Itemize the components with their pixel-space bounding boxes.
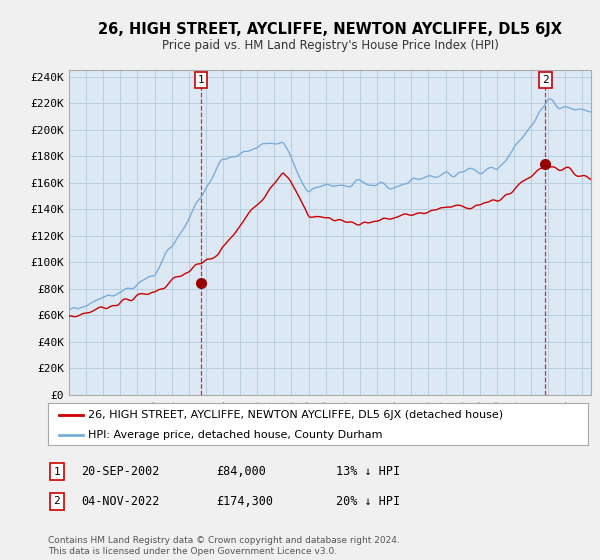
Text: 26, HIGH STREET, AYCLIFFE, NEWTON AYCLIFFE, DL5 6JX (detached house): 26, HIGH STREET, AYCLIFFE, NEWTON AYCLIF… (89, 409, 503, 419)
Text: HPI: Average price, detached house, County Durham: HPI: Average price, detached house, Coun… (89, 430, 383, 440)
Text: 2: 2 (542, 75, 549, 85)
Text: 1: 1 (53, 466, 61, 477)
Text: 1: 1 (197, 75, 205, 85)
Text: £174,300: £174,300 (216, 494, 273, 508)
Text: 13% ↓ HPI: 13% ↓ HPI (336, 465, 400, 478)
Text: 20% ↓ HPI: 20% ↓ HPI (336, 494, 400, 508)
Text: 26, HIGH STREET, AYCLIFFE, NEWTON AYCLIFFE, DL5 6JX: 26, HIGH STREET, AYCLIFFE, NEWTON AYCLIF… (98, 22, 562, 38)
Text: Contains HM Land Registry data © Crown copyright and database right 2024.
This d: Contains HM Land Registry data © Crown c… (48, 536, 400, 556)
Text: Price paid vs. HM Land Registry's House Price Index (HPI): Price paid vs. HM Land Registry's House … (161, 39, 499, 52)
Text: £84,000: £84,000 (216, 465, 266, 478)
Text: 04-NOV-2022: 04-NOV-2022 (81, 494, 160, 508)
Text: 20-SEP-2002: 20-SEP-2002 (81, 465, 160, 478)
Text: 2: 2 (53, 496, 61, 506)
